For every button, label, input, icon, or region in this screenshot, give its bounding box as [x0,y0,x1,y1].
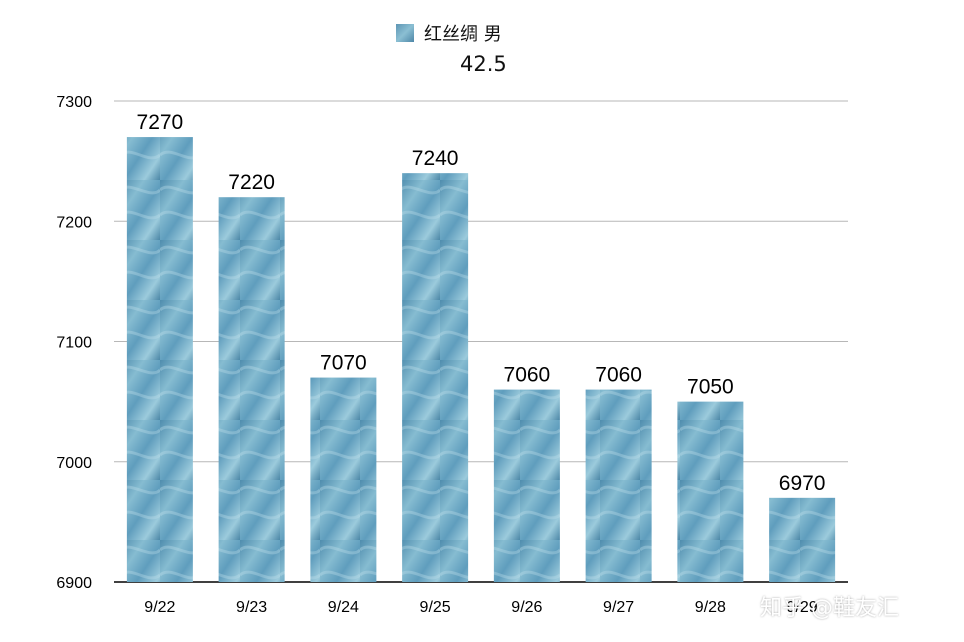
bar [493,389,560,582]
bar [402,173,469,582]
data-label: 6970 [779,472,826,495]
data-label: 7060 [504,364,551,387]
bar [585,389,652,582]
x-tick-label: 9/29 [787,599,818,616]
x-tick-label: 9/26 [511,599,542,616]
x-tick-label: 9/23 [236,599,267,616]
x-tick-label: 9/24 [328,599,359,616]
y-tick-label: 7300 [56,94,92,111]
bar [218,197,285,582]
data-label: 7050 [687,376,734,399]
bar-layer [126,137,836,582]
bar [677,401,744,582]
x-tick-label: 9/22 [144,599,175,616]
x-tick-label: 9/25 [420,599,451,616]
y-tick-label: 7100 [56,335,92,352]
bar [310,377,377,582]
label-layer: 6900 7000 7100 7200 7300 7270 9/22 7220 9/23 7070… [56,94,825,616]
data-label: 7240 [412,147,459,170]
legend: 红丝绸 男 [396,20,502,46]
data-label: 7270 [137,111,184,134]
data-label: 7220 [228,171,275,194]
data-label: 7070 [320,352,367,375]
x-tick-label: 9/28 [695,599,726,616]
legend-swatch [396,24,414,42]
y-tick-label: 6900 [56,575,92,592]
x-tick-label: 9/27 [603,599,634,616]
legend-label: 红丝绸 男 [424,24,502,45]
y-tick-label: 7200 [56,214,92,231]
data-label: 7060 [595,364,642,387]
bar [126,137,193,582]
y-tick-label: 7000 [56,455,92,472]
bar [769,497,836,582]
watermark: 知乎 @鞋友汇 [760,596,899,621]
chart-subtitle: 42.5 [460,52,507,76]
